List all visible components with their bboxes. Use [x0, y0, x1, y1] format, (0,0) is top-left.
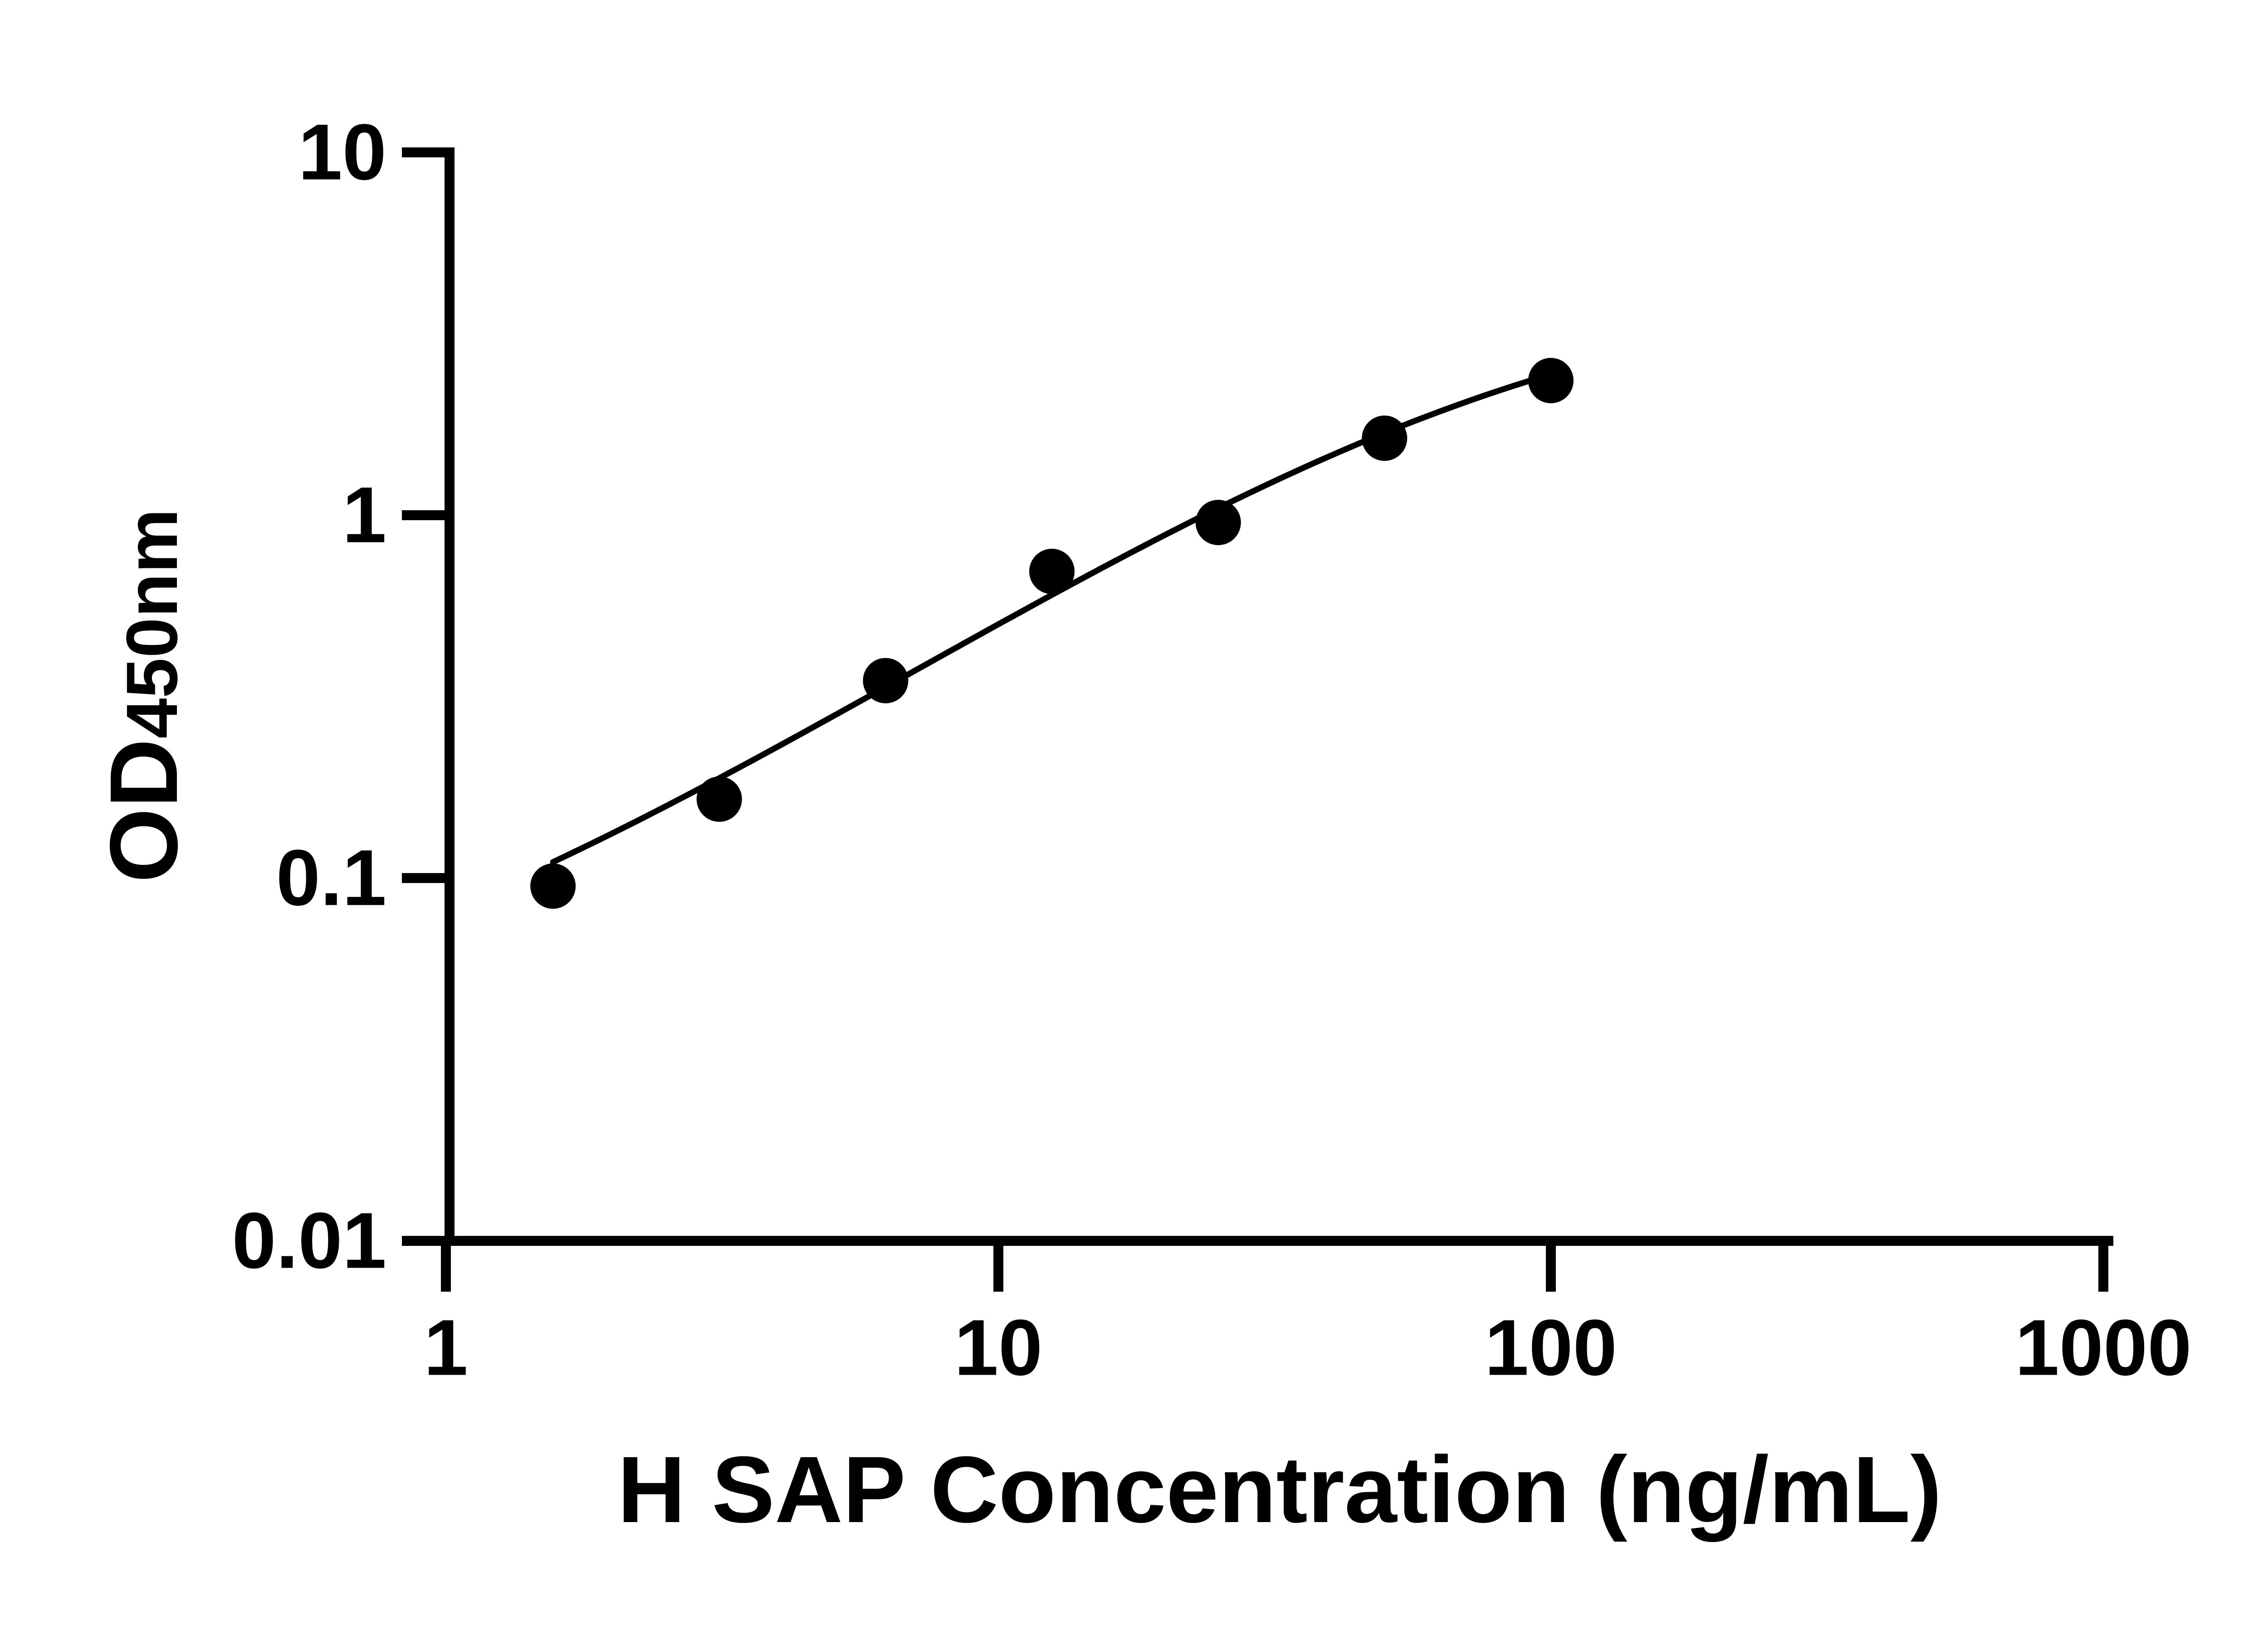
- data-point-marker: [1362, 415, 1408, 461]
- data-point-marker: [530, 863, 576, 909]
- y-tick-label: 0.1: [276, 834, 386, 922]
- y-axis-ticks: [402, 147, 455, 1246]
- x-tick-label: 10: [954, 1304, 1043, 1392]
- y-tick-label: 1: [342, 471, 386, 560]
- y-axis-title-sub: 450nm: [111, 509, 192, 739]
- y-tick-label: 10: [298, 108, 386, 197]
- y-tick-label: 0.01: [232, 1197, 386, 1285]
- y-axis-tick-labels: 10 1 0.1 0.01: [232, 108, 386, 1285]
- data-point-marker: [1029, 548, 1075, 594]
- data-point-marker: [863, 658, 909, 703]
- x-tick-label: 100: [1485, 1304, 1617, 1392]
- y-axis-title: OD450nm: [90, 509, 197, 883]
- x-axis-title: H SAP Concentration (ng/mL): [617, 1437, 1942, 1542]
- x-tick-label: 1000: [2015, 1304, 2191, 1392]
- y-axis-title-main: OD: [90, 738, 197, 883]
- data-point-markers: [530, 358, 1574, 909]
- x-axis-tick-labels: 1 10 100 1000: [424, 1304, 2191, 1392]
- data-point-marker: [1528, 358, 1574, 404]
- data-point-marker: [1195, 500, 1241, 545]
- x-axis-ticks: [441, 1241, 2108, 1292]
- x-tick-label: 1: [424, 1304, 468, 1392]
- data-point-marker: [696, 776, 742, 822]
